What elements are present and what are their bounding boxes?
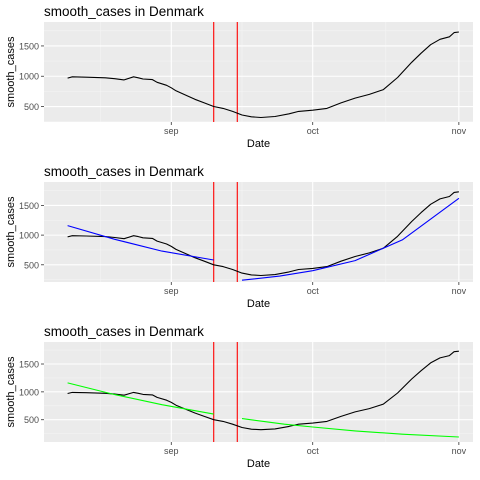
y-tick-label: 1500 xyxy=(19,201,39,211)
x-axis-label: Date xyxy=(247,298,270,310)
x-tick-label: nov xyxy=(452,286,467,296)
series-line-smooth-cases xyxy=(67,191,459,277)
series-line-smooth-cases xyxy=(67,31,459,119)
y-tick-label: 1000 xyxy=(19,72,39,82)
x-tick-label: nov xyxy=(452,446,467,456)
y-tick-label: 1000 xyxy=(19,231,39,241)
plot-area xyxy=(44,182,473,282)
y-tick-label: 500 xyxy=(24,260,39,270)
y-tick-label: 1500 xyxy=(19,360,39,370)
x-tick-label: oct xyxy=(307,286,320,296)
chart-title: smooth_cases in Denmark xyxy=(44,4,204,19)
x-tick-label: sep xyxy=(164,286,179,296)
series-line-smooth-cases xyxy=(67,350,459,431)
x-axis-label: Date xyxy=(247,458,270,470)
fit-line-2 xyxy=(241,418,459,438)
x-tick-label: sep xyxy=(164,446,179,456)
chart-panel-3: smooth_cases in Denmark 500 1000 1500 sep oct… xyxy=(5,324,473,470)
fit-line-2 xyxy=(241,197,460,281)
plot-area xyxy=(44,22,473,122)
x-axis-label: Date xyxy=(247,138,270,150)
fit-line-1 xyxy=(67,382,214,415)
x-tick-label: nov xyxy=(452,126,467,136)
chart-panel-1: smooth_cases in Denmark 500 1000 1500 sep oct… xyxy=(5,4,473,150)
chart-title: smooth_cases in Denmark xyxy=(44,324,204,339)
chart-panel-2: smooth_cases in Denmark 500 1000 1500 sep oct… xyxy=(5,164,473,310)
fit-line-1 xyxy=(67,225,214,261)
x-tick-label: oct xyxy=(307,446,320,456)
y-tick-label: 1500 xyxy=(19,41,39,51)
x-tick-label: sep xyxy=(164,126,179,136)
y-tick-label: 1000 xyxy=(19,387,39,397)
y-axis-label: smooth_cases xyxy=(5,196,17,267)
y-axis-label: smooth_cases xyxy=(5,36,17,107)
y-axis-label: smooth_cases xyxy=(5,356,17,427)
y-tick-label: 500 xyxy=(24,415,39,425)
x-tick-label: oct xyxy=(307,126,320,136)
y-tick-label: 500 xyxy=(24,102,39,112)
chart-title: smooth_cases in Denmark xyxy=(44,164,204,179)
